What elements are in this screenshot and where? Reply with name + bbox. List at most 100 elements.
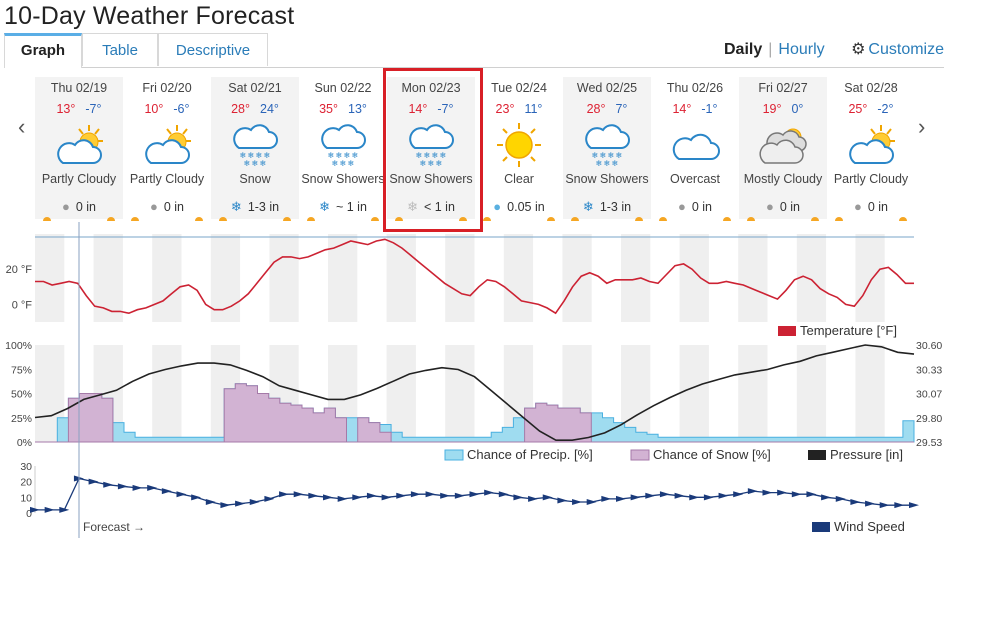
condition-label: Snow Showers bbox=[565, 172, 649, 186]
wind-arrow bbox=[30, 506, 40, 513]
low-temp: 24° bbox=[260, 102, 279, 116]
tab-graph[interactable]: Graph bbox=[4, 33, 82, 68]
wind-arrow bbox=[440, 492, 451, 499]
snow-icon: ❄ ❄ ❄ ❄ ❄ ❄ ❄ bbox=[299, 119, 387, 171]
background-band bbox=[855, 345, 885, 442]
day-name: Fri 02/27 bbox=[758, 81, 808, 95]
temp-tick: 0 °F bbox=[12, 299, 33, 311]
svg-text:❄: ❄ bbox=[616, 151, 623, 160]
separator: | bbox=[768, 41, 773, 58]
day-temps: 25° -2° bbox=[827, 99, 915, 119]
gear-icon[interactable]: ⚙ bbox=[851, 41, 866, 58]
svg-text:❄: ❄ bbox=[424, 151, 431, 160]
svg-text:❄: ❄ bbox=[612, 159, 619, 168]
day-card[interactable]: Wed 02/25 28° 7° ❄ ❄ ❄ ❄ ❄ ❄ ❄ Snow Showers ❄ 1-3 in bbox=[563, 77, 651, 221]
wind-arrow bbox=[381, 494, 392, 501]
day-name: Fri 02/20 bbox=[142, 81, 192, 95]
condition-label: Overcast bbox=[669, 172, 720, 186]
svg-text:❄: ❄ bbox=[332, 159, 339, 168]
svg-text:❄: ❄ bbox=[328, 151, 335, 160]
forecast-charts: 20 °F 0 °F Temperature [°F] 100% 75% 50% 25% 0%… bbox=[5, 222, 942, 538]
snow-legend-swatch bbox=[630, 449, 650, 461]
pressure-series bbox=[34, 344, 915, 441]
pressure-tick: 30.07 bbox=[916, 389, 942, 401]
background-band bbox=[35, 234, 65, 322]
partly-cloudy-icon bbox=[827, 119, 915, 171]
high-temp: 35° bbox=[319, 102, 338, 116]
background-band bbox=[855, 234, 885, 322]
wind-arrow bbox=[323, 494, 333, 501]
day-temps: 28° 24° bbox=[211, 99, 299, 119]
day-card[interactable]: Sat 02/21 28° 24° ❄ ❄ ❄ ❄ ❄ ❄ ❄ Snow ❄ 1-3 in bbox=[211, 77, 299, 221]
pressure-legend-swatch bbox=[808, 450, 826, 460]
wind-arrow bbox=[484, 489, 495, 496]
mostly-cloudy-icon bbox=[739, 119, 827, 171]
hourly-link[interactable]: Hourly bbox=[778, 41, 825, 58]
chevron-left-icon[interactable]: ‹ bbox=[18, 114, 26, 139]
wind-arrow bbox=[352, 494, 363, 501]
snow-icon: ❄ ❄ ❄ ❄ ❄ ❄ ❄ bbox=[387, 119, 475, 171]
day-temps: 23° 11° bbox=[475, 99, 563, 119]
condition-label: Mostly Cloudy bbox=[743, 172, 823, 186]
percent-tick: 75% bbox=[11, 364, 32, 376]
day-card[interactable]: Tue 02/24 23° 11° Clear ● 0.05 in bbox=[475, 77, 563, 221]
day-temps: 10° -6° bbox=[123, 99, 211, 119]
wind-arrow bbox=[747, 488, 758, 495]
wind-tick: 10 bbox=[20, 492, 32, 504]
tab-bar: Graph Table Descriptive Daily | Hourly ⚙ Cu… bbox=[4, 33, 944, 68]
partly-cloudy-icon bbox=[35, 119, 123, 171]
svg-text:❄: ❄ bbox=[256, 151, 263, 160]
low-temp: -2° bbox=[877, 102, 894, 116]
svg-text:❄: ❄ bbox=[596, 159, 603, 168]
wind-arrow bbox=[835, 495, 846, 502]
day-card[interactable]: Sat 02/28 25° -2° Partly Cloudy ● 0 in bbox=[827, 77, 915, 221]
page-title: 10-Day Weather Forecast bbox=[4, 2, 295, 30]
day-temps: 14° -1° bbox=[651, 99, 739, 119]
day-name: Wed 02/25 bbox=[576, 81, 638, 95]
wind-arrow bbox=[674, 492, 685, 499]
background-band bbox=[738, 234, 768, 322]
tab-table[interactable]: Table bbox=[82, 33, 158, 66]
svg-text:❄: ❄ bbox=[420, 159, 427, 168]
day-temps: 13° -7° bbox=[35, 99, 123, 119]
svg-text:❄: ❄ bbox=[260, 159, 267, 168]
customize-link[interactable]: Customize bbox=[868, 41, 944, 58]
sun-markers bbox=[387, 215, 475, 221]
day-strip: Thu 02/19 13° -7° Partly Cloudy ● 0 in Fri 02/… bbox=[35, 77, 915, 221]
wind-arrow bbox=[176, 491, 187, 498]
rain-icon: ● bbox=[493, 199, 502, 214]
snowflake-icon: ❄ bbox=[407, 199, 418, 214]
low-temp: -1° bbox=[701, 102, 718, 116]
svg-text:❄: ❄ bbox=[604, 159, 611, 168]
day-card[interactable]: Fri 02/27 19° 0° Mostly Cloudy ● 0 in bbox=[739, 77, 827, 221]
wind-arrow bbox=[645, 492, 656, 499]
percent-tick: 0% bbox=[17, 437, 32, 449]
day-card[interactable]: Fri 02/20 10° -6° Partly Cloudy ● 0 in bbox=[123, 77, 211, 221]
condition-label: Snow Showers bbox=[301, 172, 385, 186]
wind-arrow bbox=[59, 506, 70, 513]
pressure-tick: 30.60 bbox=[916, 340, 942, 352]
view-links: Daily | Hourly ⚙ Customize bbox=[724, 33, 944, 66]
day-card[interactable]: Mon 02/23 14° -7° ❄ ❄ ❄ ❄ ❄ ❄ ❄ Snow Showers ❄ < 1 i… bbox=[387, 77, 475, 221]
low-temp: 7° bbox=[615, 102, 628, 116]
wind-arrow bbox=[88, 478, 99, 485]
day-name: Thu 02/26 bbox=[666, 81, 724, 95]
day-card[interactable]: Sun 02/22 35° 13° ❄ ❄ ❄ ❄ ❄ ❄ ❄ Snow Showers ❄ ~ 1 i… bbox=[299, 77, 387, 221]
precip-amount: ❄ 1-3 in bbox=[582, 199, 632, 214]
tab-descriptive[interactable]: Descriptive bbox=[158, 33, 268, 66]
day-temps: 14° -7° bbox=[387, 99, 475, 119]
pressure-tick: 30.33 bbox=[916, 364, 942, 376]
condition-label: Partly Cloudy bbox=[41, 172, 117, 186]
wind-arrow bbox=[630, 494, 641, 501]
condition-label: Snow bbox=[239, 172, 271, 186]
high-temp: 23° bbox=[495, 102, 515, 116]
wind-arrow bbox=[191, 494, 202, 501]
snowflake-icon: ❄ bbox=[582, 199, 594, 214]
precip-legend-label: Chance of Precip. [%] bbox=[467, 447, 593, 462]
day-card[interactable]: Thu 02/26 14° -1° Overcast ● 0 in bbox=[651, 77, 739, 221]
chevron-right-icon[interactable]: › bbox=[918, 114, 926, 139]
wind-arrow bbox=[528, 495, 539, 502]
day-card[interactable]: Thu 02/19 13° -7° Partly Cloudy ● 0 in bbox=[35, 77, 123, 221]
wind-arrow bbox=[542, 494, 553, 501]
daily-link[interactable]: Daily bbox=[723, 41, 763, 58]
